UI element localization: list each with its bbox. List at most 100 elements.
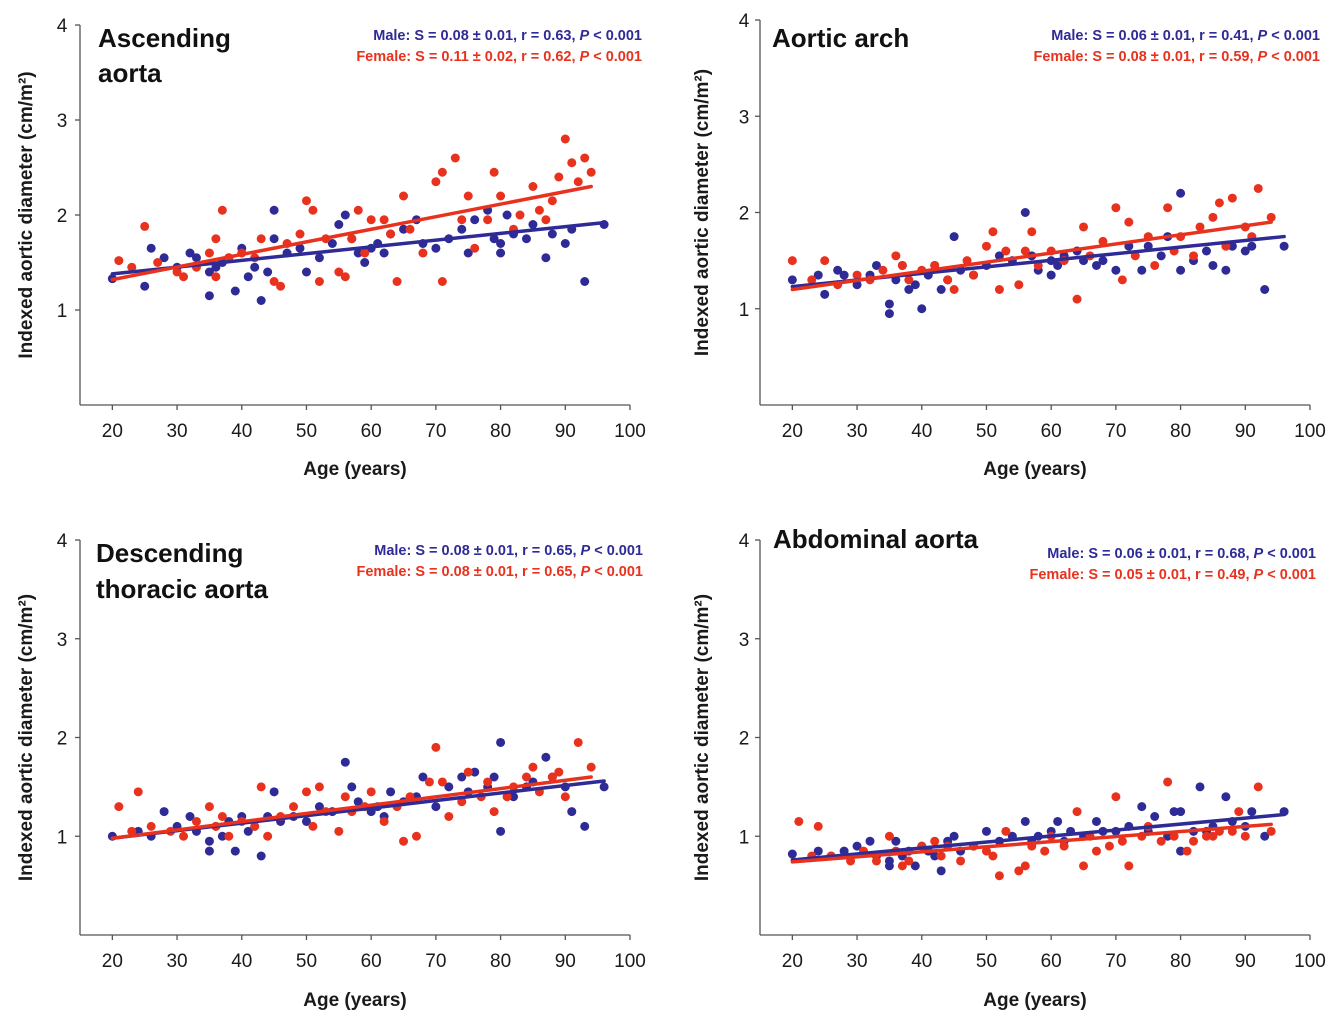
x-tick-label: 100 [614,421,646,442]
female-stat-label: Female: S = 0.08 ± 0.01, r = 0.65, P < 0… [357,564,643,580]
male-data-point [891,836,901,846]
y-tick-label: 1 [57,301,68,322]
female-data-point [541,215,551,225]
female-data-point [560,792,570,802]
male-data-point [884,856,894,866]
female-data-point [153,258,163,267]
male-data-point [204,267,214,277]
female-data-point [411,831,421,841]
male-data-point [314,802,324,812]
female-data-point [489,807,499,817]
female-data-point [897,861,907,871]
male-data-point [1053,260,1063,270]
female-data-point [1208,212,1218,222]
male-data-point [230,846,240,856]
female-data-point [217,812,227,821]
female-data-point [580,153,590,163]
male-data-point [379,248,389,258]
female-data-point [379,816,389,826]
female-data-point [301,787,311,797]
y-tick-label: 3 [739,630,750,651]
male-data-point [1227,241,1237,251]
female-data-point [483,777,493,787]
female-data-point [483,215,493,225]
x-tick-label: 50 [976,951,997,972]
x-tick-label: 50 [296,421,317,442]
female-data-point [386,229,396,239]
male-data-point [1176,807,1186,817]
x-tick-label: 90 [1235,421,1256,442]
male-data-point [1137,265,1147,275]
female-data-point [573,737,583,747]
female-data-point [334,267,344,277]
male-data-point [567,807,577,817]
x-tick-label: 100 [1294,951,1326,972]
x-tick-label: 40 [231,421,252,442]
female-data-point [1001,826,1011,836]
male-data-point [1020,208,1030,217]
male-data-point [1279,241,1289,251]
male-data-point [353,248,363,258]
y-axis-title: Indexed aortic diameter (cm/m²) [16,71,37,358]
female-data-point [1014,280,1024,290]
male-data-point [431,802,441,812]
y-tick-label: 4 [57,16,68,37]
female-data-point [871,856,881,866]
male-data-point [360,258,370,267]
female-data-point [567,158,577,168]
x-tick-label: 80 [490,421,511,442]
female-data-point [489,167,499,177]
male-data-point [1260,831,1270,841]
male-data-point [340,757,350,767]
male-data-point [1247,807,1257,817]
female-points [794,777,1276,881]
female-data-point [534,205,544,215]
female-data-point [1240,831,1250,841]
female-data-point [1208,831,1218,841]
female-data-point [813,821,823,831]
female-data-point [463,191,473,201]
male-data-point [496,239,506,248]
female-data-point [1189,836,1199,846]
x-tick-label: 60 [361,951,382,972]
female-data-point [820,256,830,266]
male-data-point [541,253,551,263]
male-data-point [301,816,311,826]
female-data-point [1163,203,1173,213]
female-data-point [1253,183,1263,193]
x-tick-label: 70 [1105,951,1126,972]
female-data-point [1104,841,1114,851]
male-data-point [399,224,409,234]
female-data-point [573,177,583,187]
female-data-point [204,248,214,258]
male-data-point [204,291,214,301]
female-data-point [1111,203,1121,213]
y-tick-label: 1 [739,827,750,848]
female-data-point [787,256,797,266]
male-data-point [204,846,214,856]
female-data-point [1266,212,1276,222]
female-data-point [263,831,273,841]
female-data-point [496,191,506,201]
panel-title: Aortic arch [772,23,909,53]
female-data-point [586,167,596,177]
male-data-point [146,243,156,253]
male-data-point [1098,256,1108,266]
y-tick-label: 4 [57,531,68,552]
male-data-point [1091,816,1101,826]
female-data-point [470,243,480,253]
male-points [107,205,609,305]
female-data-point [904,275,914,285]
female-data-point [179,831,189,841]
male-data-point [930,851,940,861]
male-data-point [386,787,396,797]
female-data-point [878,265,888,275]
x-tick-label: 20 [782,951,803,972]
male-data-point [1195,782,1205,792]
male-data-point [1053,816,1063,826]
female-data-point [943,275,953,285]
female-data-point [1124,861,1134,871]
y-tick-label: 1 [739,300,750,321]
female-data-point [897,260,907,270]
